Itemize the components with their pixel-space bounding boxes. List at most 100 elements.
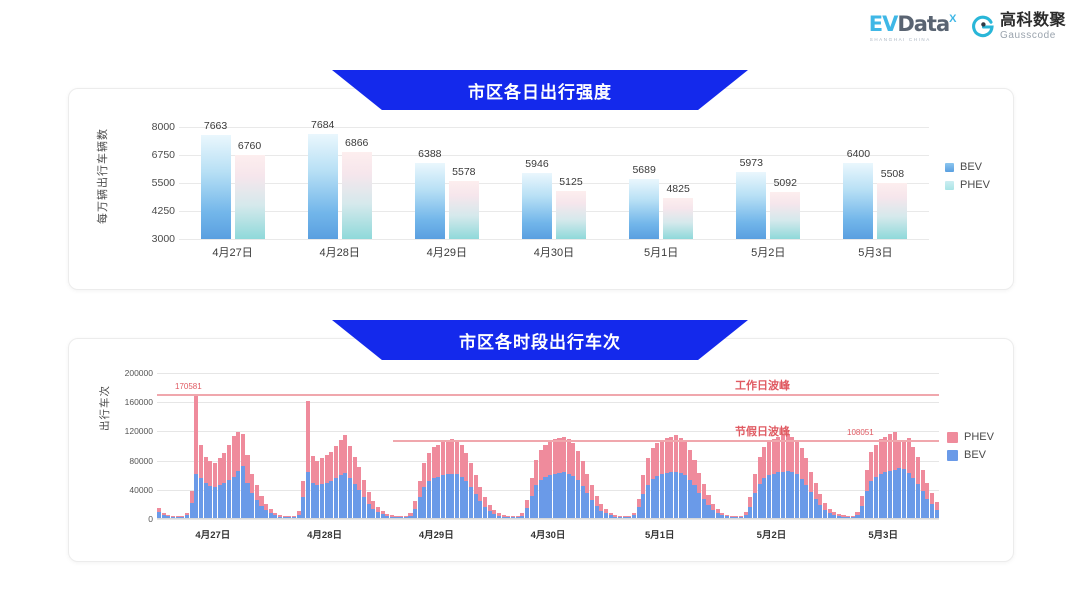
- chart-2-bar-column[interactable]: [198, 373, 203, 519]
- chart-2-bar-column[interactable]: [501, 373, 506, 519]
- chart-2-bar-column[interactable]: [594, 373, 599, 519]
- chart-2-bar-column[interactable]: [725, 373, 730, 519]
- chart-2-bar-column[interactable]: [841, 373, 846, 519]
- chart-2-bar-column[interactable]: [753, 373, 758, 519]
- chart-1-legend-item[interactable]: BEV: [945, 161, 990, 173]
- chart-2-bar-column[interactable]: [319, 373, 325, 519]
- chart-2-bar-column[interactable]: [897, 373, 902, 519]
- chart-2-bar-column[interactable]: [459, 373, 464, 519]
- chart-2-bar-column[interactable]: [347, 373, 352, 519]
- chart-2-bar-column[interactable]: [864, 373, 869, 519]
- chart-1-bar-bev[interactable]: 7663: [200, 120, 231, 239]
- chart-2-bar-column[interactable]: [301, 373, 306, 519]
- chart-2-bar-column[interactable]: [804, 373, 809, 519]
- chart-2-bar-column[interactable]: [669, 373, 674, 519]
- chart-2-bar-column[interactable]: [743, 373, 748, 519]
- chart-2-bar-column[interactable]: [631, 373, 636, 519]
- chart-2-bar-column[interactable]: [473, 373, 478, 519]
- chart-2-bar-column[interactable]: [278, 373, 283, 519]
- chart-2-bar-column[interactable]: [315, 373, 320, 519]
- chart-1-bar-bev[interactable]: 5689: [629, 164, 660, 239]
- chart-2-bar-column[interactable]: [226, 373, 231, 519]
- chart-2-bar-column[interactable]: [659, 373, 664, 519]
- chart-1-legend-item[interactable]: PHEV: [945, 179, 990, 191]
- chart-2-bar-column[interactable]: [240, 373, 245, 519]
- chart-2-bar-column[interactable]: [715, 373, 720, 519]
- chart-2-bar-column[interactable]: [524, 373, 529, 519]
- chart-2-bar-column[interactable]: [217, 373, 222, 519]
- chart-2-bar-column[interactable]: [566, 373, 571, 519]
- chart-2-bar-column[interactable]: [562, 373, 567, 519]
- chart-2-bar-column[interactable]: [929, 373, 934, 519]
- chart-2-bar-column[interactable]: [338, 373, 343, 519]
- chart-1-bar-phev[interactable]: 5125: [555, 176, 586, 239]
- chart-2-bar-column[interactable]: [766, 373, 772, 519]
- chart-2-bar-column[interactable]: [911, 373, 916, 519]
- chart-2-bar-column[interactable]: [641, 373, 646, 519]
- chart-1-bar-bev[interactable]: 7684: [307, 119, 338, 239]
- chart-2-bar-column[interactable]: [832, 373, 837, 519]
- chart-2-bar-column[interactable]: [436, 373, 441, 519]
- chart-1-bar-bev[interactable]: 6388: [414, 148, 445, 239]
- chart-2-bar-column[interactable]: [343, 373, 348, 519]
- chart-2-bar-column[interactable]: [380, 373, 385, 519]
- chart-2-bar-column[interactable]: [441, 373, 446, 519]
- chart-2-bar-column[interactable]: [794, 373, 799, 519]
- chart-2-bar-column[interactable]: [692, 373, 697, 519]
- chart-1-bar-bev[interactable]: 5946: [521, 158, 552, 239]
- chart-2-bar-column[interactable]: [431, 373, 436, 519]
- chart-2-bar-column[interactable]: [748, 373, 753, 519]
- chart-2-bar-column[interactable]: [548, 373, 553, 519]
- chart-2-bar-column[interactable]: [157, 373, 162, 519]
- chart-1-bar-phev[interactable]: 6866: [341, 137, 372, 239]
- chart-2-bar-column[interactable]: [212, 373, 217, 519]
- chart-2-bar-column[interactable]: [934, 373, 939, 519]
- chart-2-bar-column[interactable]: [468, 373, 474, 519]
- chart-2-bar-column[interactable]: [762, 373, 767, 519]
- chart-2-bar-column[interactable]: [259, 373, 264, 519]
- chart-2-bar-column[interactable]: [538, 373, 543, 519]
- chart-2-bar-column[interactable]: [874, 373, 879, 519]
- chart-2-bar-column[interactable]: [673, 373, 678, 519]
- chart-2-bar-column[interactable]: [254, 373, 259, 519]
- chart-2-bar-column[interactable]: [711, 373, 716, 519]
- chart-2-bar-column[interactable]: [790, 373, 795, 519]
- chart-2-bar-column[interactable]: [771, 373, 776, 519]
- chart-2-bar-column[interactable]: [375, 373, 380, 519]
- chart-2-bar-column[interactable]: [636, 373, 641, 519]
- chart-2-bar-column[interactable]: [385, 373, 390, 519]
- chart-2-bar-column[interactable]: [608, 373, 613, 519]
- chart-2-bar-column[interactable]: [650, 373, 655, 519]
- chart-2-bar-column[interactable]: [352, 373, 357, 519]
- chart-2-bar-column[interactable]: [371, 373, 376, 519]
- chart-2-bar-column[interactable]: [306, 373, 311, 519]
- chart-2-bar-column[interactable]: [273, 373, 278, 519]
- chart-2-bar-column[interactable]: [333, 373, 338, 519]
- chart-2-bar-column[interactable]: [557, 373, 562, 519]
- chart-2-bar-column[interactable]: [450, 373, 455, 519]
- chart-1-bar-phev[interactable]: 4825: [663, 183, 694, 239]
- chart-2-bar-column[interactable]: [422, 373, 427, 519]
- chart-2-bar-column[interactable]: [687, 373, 692, 519]
- chart-2-bar-column[interactable]: [878, 373, 883, 519]
- chart-2-legend-item[interactable]: BEV: [947, 449, 994, 461]
- chart-2-bar-column[interactable]: [487, 373, 492, 519]
- chart-2-bar-column[interactable]: [250, 373, 255, 519]
- chart-2-bar-column[interactable]: [161, 373, 166, 519]
- chart-2-bar-column[interactable]: [408, 373, 413, 519]
- chart-2-bar-column[interactable]: [231, 373, 236, 519]
- chart-2-bar-column[interactable]: [604, 373, 609, 519]
- chart-1-bar-bev[interactable]: 5973: [736, 157, 767, 239]
- chart-2-bar-column[interactable]: [892, 373, 897, 519]
- chart-2-bar-column[interactable]: [590, 373, 595, 519]
- chart-2-bar-column[interactable]: [189, 373, 194, 519]
- chart-1-bar-phev[interactable]: 6760: [234, 140, 265, 239]
- chart-2-bar-column[interactable]: [324, 373, 329, 519]
- chart-2-bar-column[interactable]: [585, 373, 590, 519]
- chart-2-bar-column[interactable]: [776, 373, 781, 519]
- chart-2-bar-column[interactable]: [799, 373, 804, 519]
- chart-2-bar-column[interactable]: [184, 373, 189, 519]
- chart-2-bar-column[interactable]: [552, 373, 557, 519]
- chart-2-bar-column[interactable]: [222, 373, 227, 519]
- chart-2-bar-column[interactable]: [417, 373, 422, 519]
